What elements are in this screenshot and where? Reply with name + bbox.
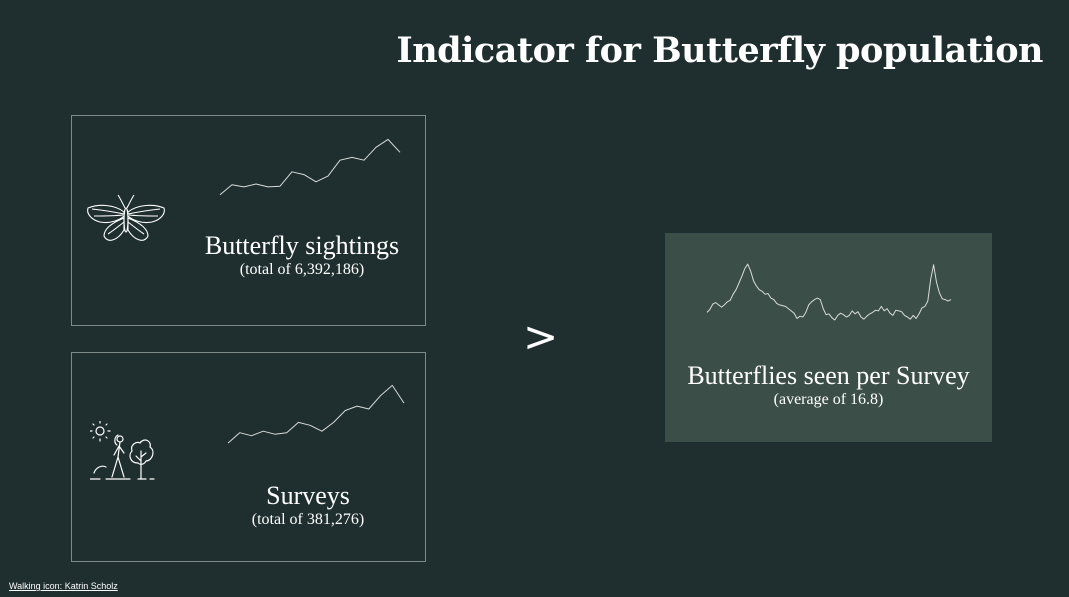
butterfly-sightings-sparkline bbox=[219, 138, 401, 196]
surveys-trend-line bbox=[227, 384, 405, 444]
surveys-total: (total of 381,276) bbox=[251, 511, 365, 528]
butterflies-per-survey-average: (average of 16.8) bbox=[773, 391, 884, 408]
butterflies-per-survey-sparkline bbox=[706, 263, 952, 321]
surveys-sparkline bbox=[227, 384, 405, 444]
surveys-label-block: Surveys (total of 381,276) bbox=[178, 481, 438, 529]
surveys-card: Surveys (total of 381,276) bbox=[71, 352, 426, 562]
walking-person-tree-icon bbox=[90, 421, 155, 480]
greater-than-operator: > bbox=[523, 312, 559, 361]
surveys-title: Surveys bbox=[266, 481, 350, 510]
butterfly-sightings-trend-line bbox=[219, 138, 401, 196]
butterfly-sightings-title: Butterfly sightings bbox=[204, 231, 400, 260]
butterfly-sightings-total: (total of 6,392,186) bbox=[239, 261, 365, 278]
butterfly-sightings-label-block: Butterfly sightings (total of 6,392,186) bbox=[172, 231, 432, 279]
icon-credit-link[interactable]: Walking icon: Katrin Scholz bbox=[9, 581, 118, 591]
butterflies-per-survey-trend-line bbox=[706, 263, 952, 321]
butterfly-icon bbox=[87, 194, 165, 241]
butterfly-sightings-card: Butterfly sightings (total of 6,392,186) bbox=[71, 115, 426, 326]
page-title: Indicator for Butterfly population bbox=[396, 30, 1043, 71]
butterflies-per-survey-card: Butterflies seen per Survey (average of … bbox=[665, 233, 992, 442]
butterflies-per-survey-label-block: Butterflies seen per Survey (average of … bbox=[665, 361, 992, 409]
butterflies-per-survey-title: Butterflies seen per Survey bbox=[687, 361, 970, 390]
